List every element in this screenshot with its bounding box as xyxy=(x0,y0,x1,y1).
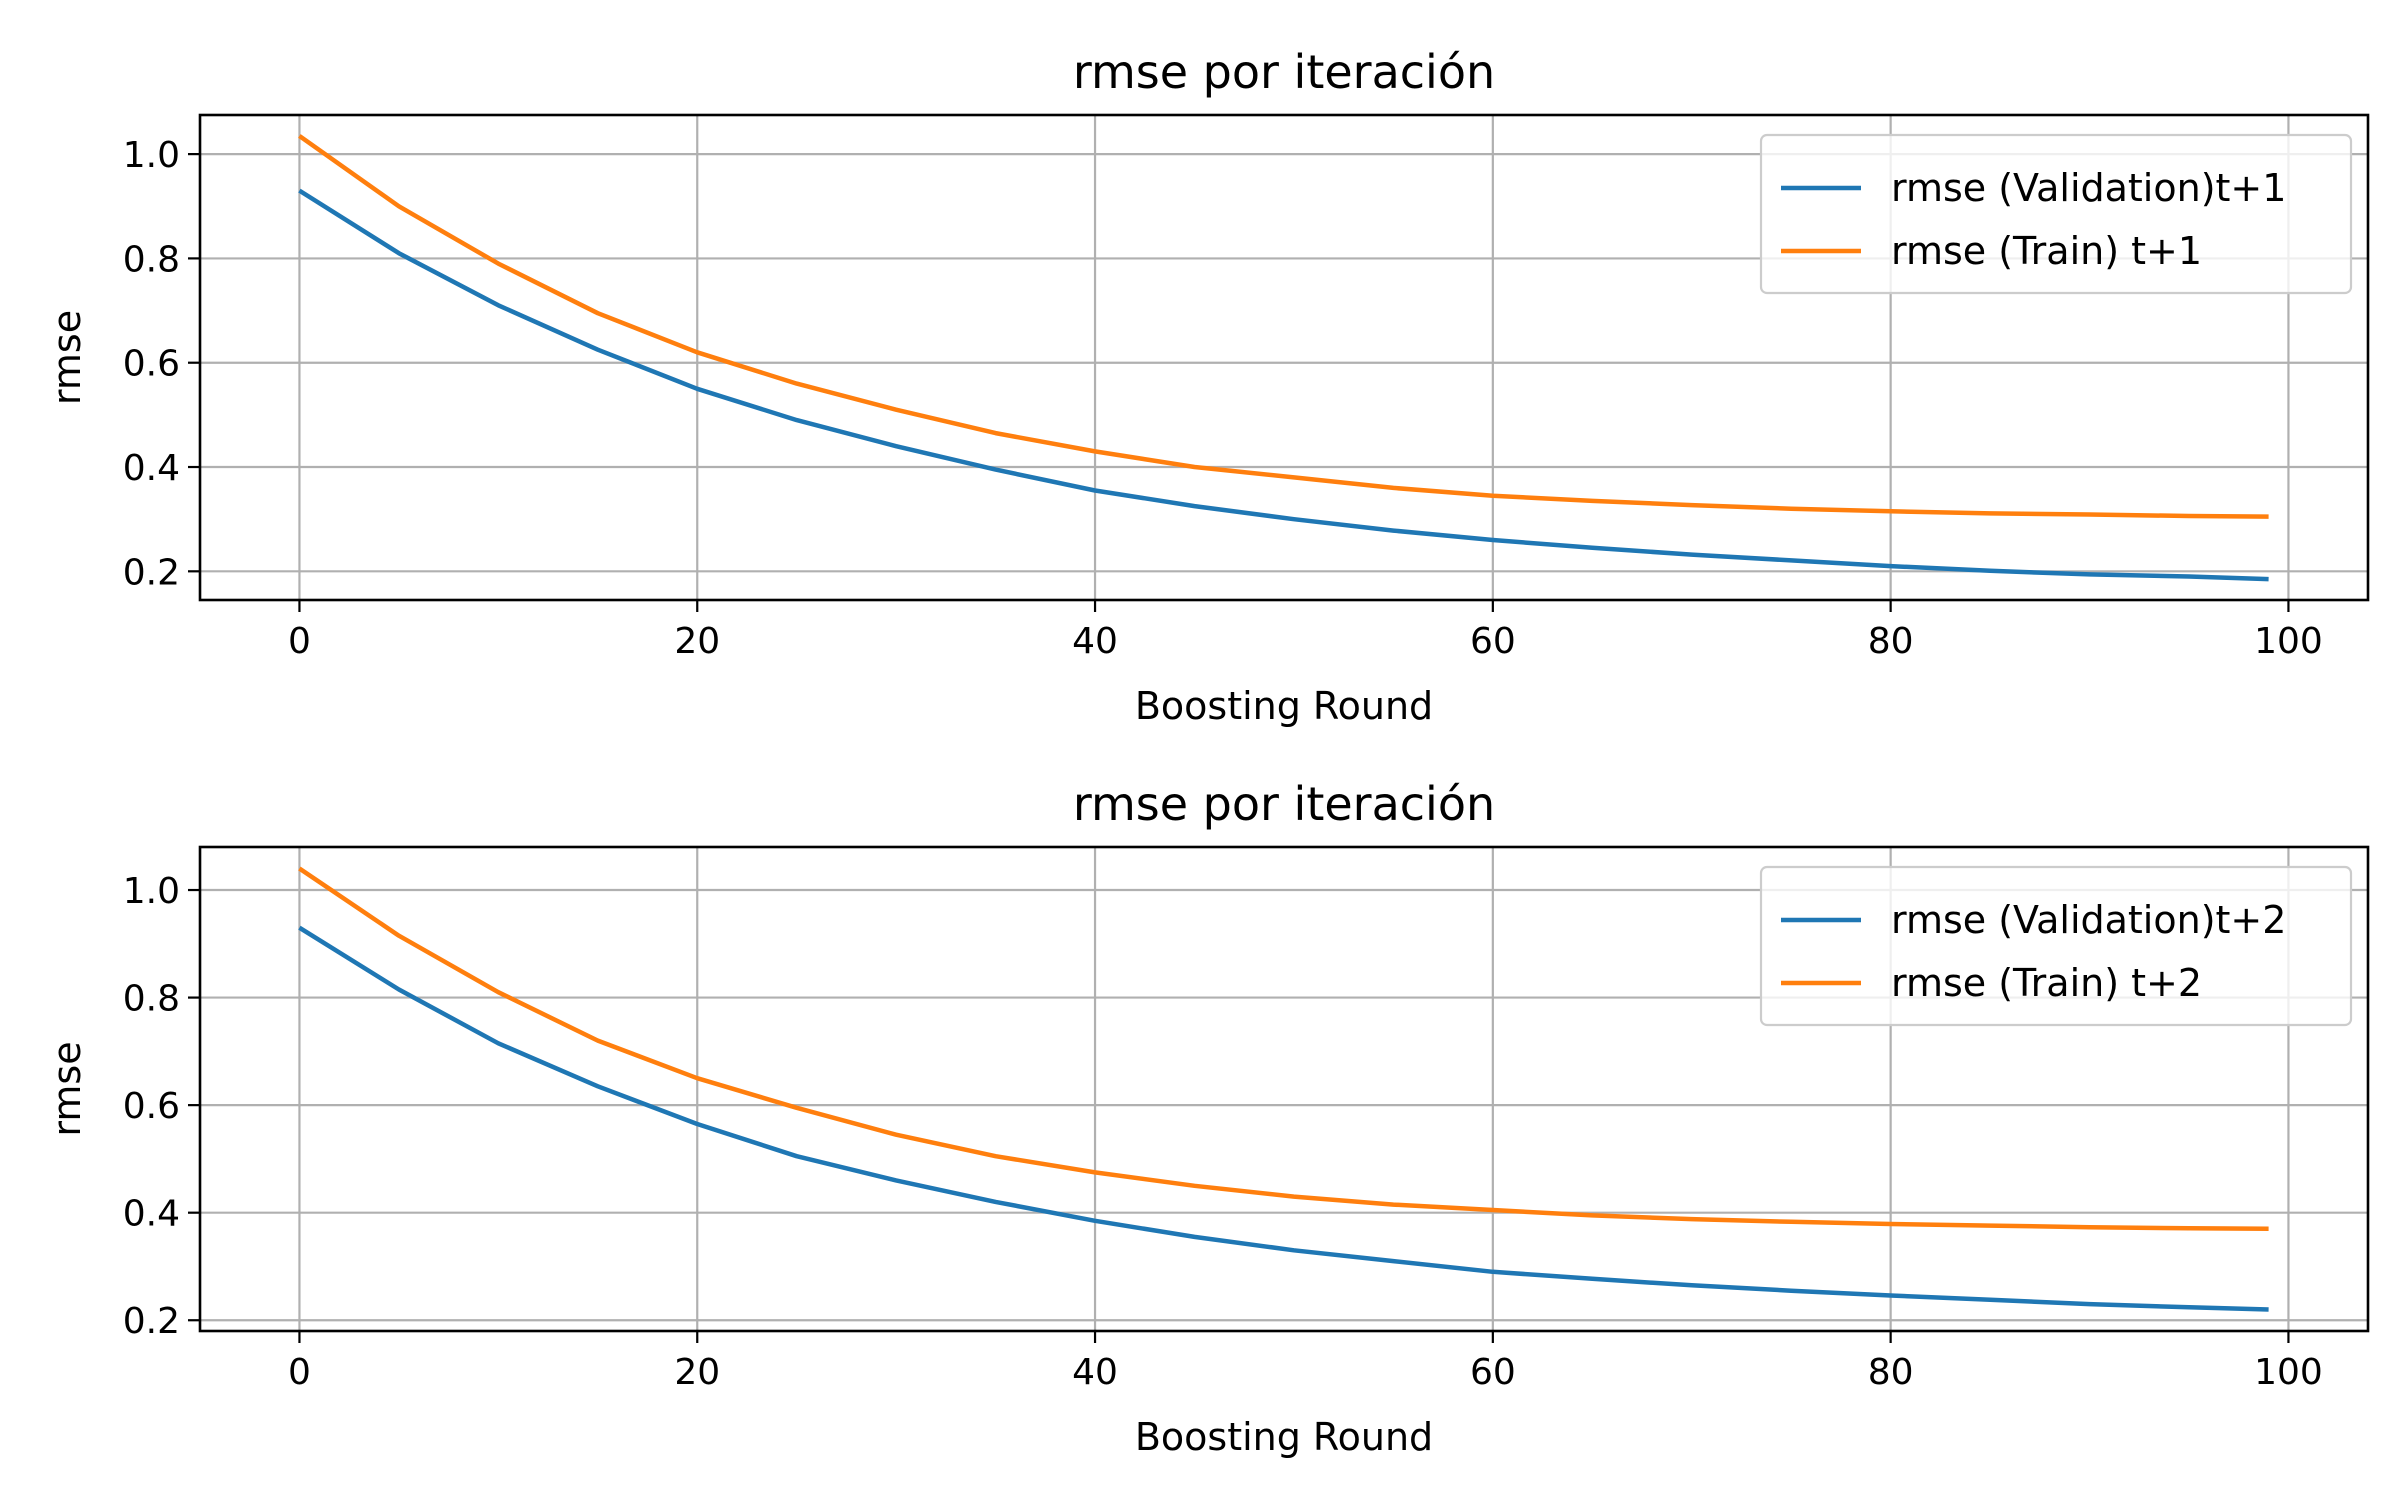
x-tick-label: 40 xyxy=(1072,621,1118,662)
y-tick-label: 0.8 xyxy=(123,979,180,1020)
y-axis-label: rmse xyxy=(45,310,89,405)
plot-frame xyxy=(198,845,2370,1333)
legend: rmse (Validation)t+2 rmse (Train) t+2 xyxy=(1759,865,2353,1027)
legend-label-1: rmse (Validation)t+2 xyxy=(1891,898,2286,942)
y-tick-label: 0.8 xyxy=(123,239,180,280)
x-tick-label: 0 xyxy=(288,1352,311,1393)
legend-label-2: rmse (Train) t+2 xyxy=(1891,961,2202,1005)
x-tick-label: 60 xyxy=(1470,1352,1516,1393)
y-tick-label: 1.0 xyxy=(123,135,180,176)
chart-panel-2: 0 20 40 60 80 100 0.2 0.4 0.6 0.8 1.0 rmse por iter… xyxy=(45,777,2370,1459)
y-tick-label: 0.6 xyxy=(123,344,180,385)
series-line-2 xyxy=(298,866,2269,1232)
legend-label-2: rmse (Train) t+1 xyxy=(1891,229,2202,273)
y-tick-label: 0.4 xyxy=(123,448,180,489)
chart-panel-1: 0 20 40 60 80 100 0.2 0.4 0.6 0.8 1.0 rmse por iter… xyxy=(45,45,2370,728)
x-tick-label: 100 xyxy=(2254,621,2323,662)
x-tick-label: 100 xyxy=(2254,1352,2323,1393)
legend-label-1: rmse (Validation)t+1 xyxy=(1891,166,2286,210)
chart-title: rmse por iteración xyxy=(1073,777,1495,831)
x-tick-label: 0 xyxy=(288,621,311,662)
x-tick-label: 80 xyxy=(1868,1352,1914,1393)
plot-frame xyxy=(198,113,2370,602)
chart-title: rmse por iteración xyxy=(1073,45,1495,99)
x-tick-label: 40 xyxy=(1072,1352,1118,1393)
x-tick-label: 60 xyxy=(1470,621,1516,662)
x-tick-label: 20 xyxy=(674,621,720,662)
y-tick-label: 0.4 xyxy=(123,1194,180,1235)
x-axis-label: Boosting Round xyxy=(1135,684,1433,728)
y-tick-label: 1.0 xyxy=(123,871,180,912)
y-axis-label: rmse xyxy=(45,1041,89,1136)
series-line-1 xyxy=(298,925,2269,1312)
x-axis-label: Boosting Round xyxy=(1135,1415,1433,1459)
x-tick-label: 20 xyxy=(674,1352,720,1393)
legend-box xyxy=(1759,133,2353,295)
series-line-1 xyxy=(298,188,2269,582)
y-tick-label: 0.2 xyxy=(123,552,180,593)
x-tick-label: 80 xyxy=(1868,621,1914,662)
y-tick-label: 0.2 xyxy=(123,1301,180,1342)
y-tick-label: 0.6 xyxy=(123,1086,180,1127)
legend: rmse (Validation)t+1 rmse (Train) t+1 xyxy=(1759,133,2353,295)
legend-box xyxy=(1759,865,2353,1027)
series-line-2 xyxy=(298,134,2269,519)
